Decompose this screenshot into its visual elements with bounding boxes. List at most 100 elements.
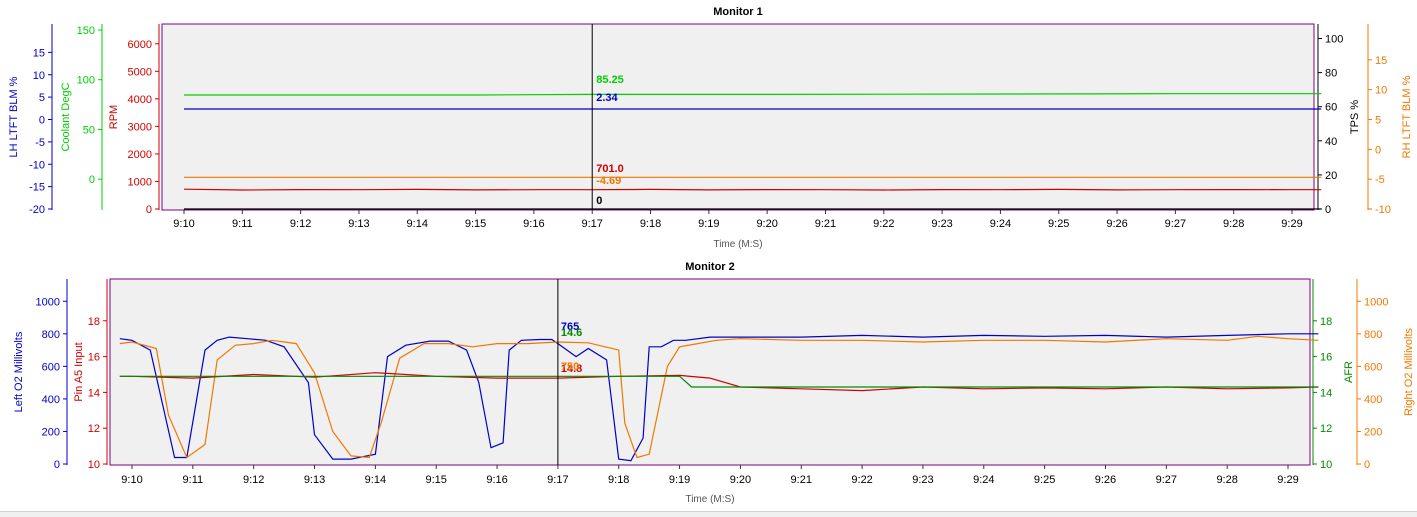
y-tick-label: 0 — [1325, 204, 1331, 216]
y-tick-label: 400 — [1364, 394, 1382, 406]
y-tick-label: 0 — [54, 459, 60, 471]
y-tick-label: 15 — [1375, 55, 1387, 67]
x-tick-label: 9:25 — [1034, 474, 1055, 486]
y-axis-label: TPS % — [1349, 100, 1361, 134]
y-tick-label: 16 — [88, 352, 100, 364]
y-tick-label: 0 — [39, 115, 45, 127]
x-tick-label: 9:11 — [183, 474, 204, 486]
x-tick-label: 9:24 — [990, 218, 1011, 230]
series-line — [119, 335, 1319, 459]
y-tick-label: 18 — [88, 316, 100, 328]
y-tick-label: 1000 — [36, 296, 60, 308]
x-tick-label: 9:20 — [756, 218, 777, 230]
series-line — [184, 93, 1322, 96]
x-axis-label: Time (M:S) — [685, 494, 734, 505]
x-tick-label: 9:29 — [1277, 474, 1298, 486]
x-axis-label: Time (M:S) — [713, 239, 762, 250]
y-axis-label: Left O2 Millivolts — [13, 331, 25, 412]
y-tick-label: 60 — [1325, 102, 1337, 114]
cursor-value-label: 2.34 — [596, 92, 618, 104]
x-tick-label: 9:15 — [465, 218, 486, 230]
x-tick-label: 9:10 — [173, 218, 194, 230]
x-tick-label: 9:17 — [547, 474, 568, 486]
monitor-1: Monitor 1 9:10 9:11 9:12 9:13 9:14 9:15 9:16 9:1… — [8, 6, 1413, 250]
y-tick-label: 1000 — [128, 176, 152, 188]
x-tick-label: 9:27 — [1165, 218, 1186, 230]
y-tick-label: 200 — [1364, 426, 1382, 438]
y-tick-label: 14 — [1320, 387, 1332, 399]
y-axis-label: RPM — [108, 105, 120, 129]
x-tick-label: 9:13 — [304, 474, 325, 486]
status-strip — [0, 511, 1417, 517]
y-tick-label: 0 — [146, 204, 152, 216]
y-tick-label: 40 — [1325, 136, 1337, 148]
y-tick-label: 150 — [77, 25, 95, 37]
y-tick-label: 15 — [33, 47, 45, 59]
y-tick-label: 1000 — [1364, 296, 1388, 308]
cursor-value-label: 85.25 — [596, 74, 624, 86]
y-axis-label: Coolant DegC — [60, 82, 72, 151]
x-tick-label: 9:15 — [425, 474, 446, 486]
x-tick-label: 9:25 — [1048, 218, 1069, 230]
y-tick-label: 400 — [42, 394, 60, 406]
chart-title: Monitor 1 — [713, 6, 763, 18]
cursor-value-label: 750 — [561, 361, 579, 373]
y-tick-label: 12 — [1320, 423, 1332, 435]
x-tick-label: 9:16 — [523, 218, 544, 230]
y-tick-label: 100 — [77, 75, 95, 87]
x-tick-label: 9:22 — [851, 474, 872, 486]
x-tick-label: 9:21 — [815, 218, 836, 230]
y-tick-label: 5000 — [128, 66, 152, 78]
x-tick-label: 9:23 — [912, 474, 933, 486]
y-axis-label: Pin A5 Input — [73, 342, 85, 401]
y-axis-label: RH LTFT BLM % — [1401, 75, 1413, 158]
y-tick-label: 2000 — [128, 149, 152, 161]
y-tick-label: -5 — [1375, 174, 1385, 186]
y-tick-label: 10 — [33, 70, 45, 82]
x-tick-label: 9:24 — [973, 474, 994, 486]
y-tick-label: -20 — [29, 204, 45, 216]
y-tick-label: 50 — [83, 124, 95, 136]
y-tick-label: -10 — [29, 159, 45, 171]
x-tick-label: 9:14 — [407, 218, 428, 230]
y-tick-label: 16 — [1320, 352, 1332, 364]
x-tick-label: 9:10 — [121, 474, 142, 486]
y-tick-label: 5 — [39, 92, 45, 104]
cursor-value-label: -4.69 — [596, 175, 621, 187]
chart-title: Monitor 2 — [685, 261, 735, 273]
y-tick-label: 600 — [1364, 361, 1382, 373]
x-tick-label: 9:19 — [698, 218, 719, 230]
cursor-value-label: 701.0 — [596, 163, 624, 175]
x-tick-label: 9:21 — [791, 474, 812, 486]
y-tick-label: 10 — [1320, 459, 1332, 471]
y-tick-label: 0 — [1364, 459, 1370, 471]
y-axis-label: Right O2 Millivolts — [1403, 327, 1415, 416]
series-line — [119, 333, 1319, 462]
x-tick-label: 9:18 — [640, 218, 661, 230]
y-tick-label: 600 — [42, 361, 60, 373]
x-tick-label: 9:27 — [1156, 474, 1177, 486]
y-tick-label: 0 — [89, 174, 95, 186]
y-tick-label: 0 — [1375, 144, 1381, 156]
x-tick-label: 9:22 — [873, 218, 894, 230]
x-tick-label: 9:16 — [486, 474, 507, 486]
x-tick-label: 9:19 — [669, 474, 690, 486]
plot-area — [161, 23, 1315, 211]
cursor-value-label: 14.6 — [561, 327, 582, 339]
y-tick-label: -10 — [1375, 204, 1391, 216]
x-tick-label: 9:13 — [348, 218, 369, 230]
y-axis-label: AFR — [1343, 361, 1355, 383]
y-tick-label: -15 — [29, 182, 45, 194]
x-tick-label: 9:14 — [365, 474, 386, 486]
y-tick-label: 3000 — [128, 121, 152, 133]
series-line — [119, 375, 1319, 388]
x-tick-label: 9:28 — [1223, 218, 1244, 230]
x-tick-label: 9:18 — [608, 474, 629, 486]
x-tick-label: 9:20 — [730, 474, 751, 486]
cursor-value-label: 765 — [561, 321, 579, 333]
x-tick-label: 9:17 — [581, 218, 602, 230]
y-tick-label: 100 — [1325, 34, 1343, 46]
x-tick-label: 9:29 — [1281, 218, 1302, 230]
y-tick-label: 12 — [88, 423, 100, 435]
